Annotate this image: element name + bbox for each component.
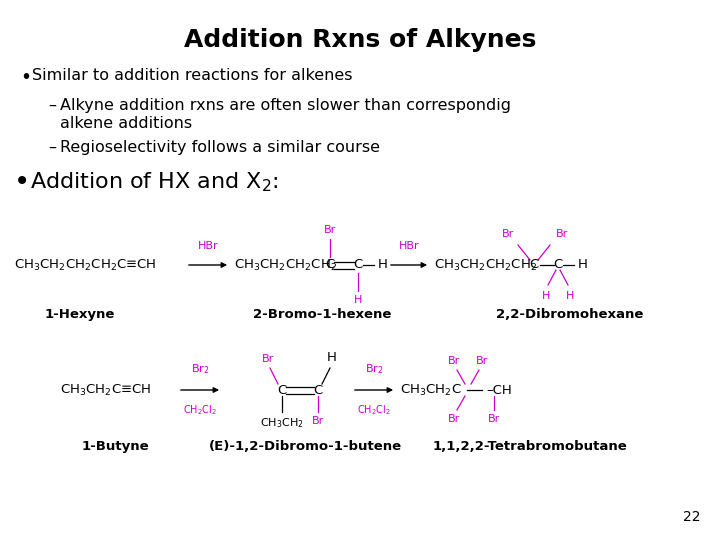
Text: CH$_3$CH$_2$CH$_2$CH$_2$: CH$_3$CH$_2$CH$_2$CH$_2$ xyxy=(234,258,337,273)
Text: H: H xyxy=(378,259,388,272)
Text: 1,1,2,2-Tetrabromobutane: 1,1,2,2-Tetrabromobutane xyxy=(433,440,627,453)
Text: Addition Rxns of Alkynes: Addition Rxns of Alkynes xyxy=(184,28,536,52)
Text: •: • xyxy=(14,168,30,196)
Text: Br: Br xyxy=(324,225,336,235)
Text: 2,2-Dibromohexane: 2,2-Dibromohexane xyxy=(496,308,644,321)
Text: Br: Br xyxy=(448,414,460,424)
Text: (E)-1,2-Dibromo-1-butene: (E)-1,2-Dibromo-1-butene xyxy=(208,440,402,453)
Text: CH$_2$Cl$_2$: CH$_2$Cl$_2$ xyxy=(183,403,217,417)
Text: Br$_2$: Br$_2$ xyxy=(191,362,210,376)
Text: C: C xyxy=(313,383,323,396)
Text: alkene additions: alkene additions xyxy=(60,116,192,131)
Text: Br: Br xyxy=(448,356,460,366)
Text: H: H xyxy=(542,291,550,301)
Text: –: – xyxy=(48,140,56,155)
Text: Br: Br xyxy=(556,229,568,239)
Text: Br: Br xyxy=(476,356,488,366)
Text: Br: Br xyxy=(488,414,500,424)
Text: Br: Br xyxy=(262,354,274,364)
Text: H: H xyxy=(578,259,588,272)
Text: H: H xyxy=(354,295,362,305)
Text: 2-Bromo-1-hexene: 2-Bromo-1-hexene xyxy=(253,308,391,321)
Text: CH$_3$CH$_2$C: CH$_3$CH$_2$C xyxy=(400,382,462,397)
Text: CH$_3$CH$_2$CH$_2$CH$_2$C≡CH: CH$_3$CH$_2$CH$_2$CH$_2$C≡CH xyxy=(14,258,156,273)
Text: CH$_3$CH$_2$CH$_2$CH$_2$: CH$_3$CH$_2$CH$_2$CH$_2$ xyxy=(434,258,537,273)
Text: H: H xyxy=(327,351,337,364)
Text: HBr: HBr xyxy=(399,241,419,251)
Text: –CH: –CH xyxy=(486,383,512,396)
Text: Br: Br xyxy=(312,416,324,426)
Text: C: C xyxy=(325,259,335,272)
Text: Similar to addition reactions for alkenes: Similar to addition reactions for alkene… xyxy=(32,68,353,83)
Text: CH$_2$Cl$_2$: CH$_2$Cl$_2$ xyxy=(357,403,391,417)
Text: Alkyne addition rxns are often slower than correspondig: Alkyne addition rxns are often slower th… xyxy=(60,98,511,113)
Text: Regioselectivity follows a similar course: Regioselectivity follows a similar cours… xyxy=(60,140,380,155)
Text: 22: 22 xyxy=(683,510,700,524)
Text: C: C xyxy=(554,259,562,272)
Text: HBr: HBr xyxy=(198,241,218,251)
Text: Addition of HX and X$_2$:: Addition of HX and X$_2$: xyxy=(30,170,279,194)
Text: C: C xyxy=(277,383,287,396)
Text: H: H xyxy=(566,291,574,301)
Text: 1-Hexyne: 1-Hexyne xyxy=(45,308,115,321)
Text: C: C xyxy=(529,259,539,272)
Text: CH$_3$CH$_2$: CH$_3$CH$_2$ xyxy=(260,416,304,430)
Text: –: – xyxy=(48,98,56,113)
Text: •: • xyxy=(20,68,31,87)
Text: Br$_2$: Br$_2$ xyxy=(365,362,383,376)
Text: 1-Butyne: 1-Butyne xyxy=(81,440,149,453)
Text: CH$_3$CH$_2$C≡CH: CH$_3$CH$_2$C≡CH xyxy=(60,382,151,397)
Text: Br: Br xyxy=(502,229,514,239)
Text: C: C xyxy=(354,259,363,272)
